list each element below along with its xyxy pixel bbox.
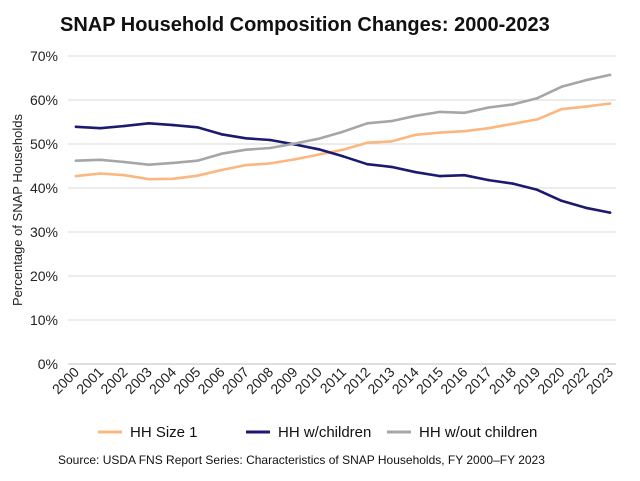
chart-title: SNAP Household Composition Changes: 2000… — [60, 14, 550, 36]
data-point — [196, 125, 199, 129]
legend-label: HH w/out children — [419, 424, 537, 441]
data-point — [608, 211, 612, 214]
y-axis-label: Percentage of SNAP Households — [10, 114, 25, 306]
data-point — [293, 158, 296, 161]
data-point — [147, 163, 151, 166]
data-point — [390, 140, 393, 143]
data-point — [608, 73, 612, 77]
data-point — [560, 199, 563, 203]
source-note: Source: USDA FNS Report Series: Characte… — [58, 453, 545, 467]
data-point — [196, 159, 199, 163]
data-point — [98, 172, 102, 175]
data-point — [220, 152, 223, 155]
data-point — [535, 96, 539, 100]
y-tick-label: 50% — [30, 136, 58, 152]
data-point — [535, 118, 539, 121]
legend-label: HH w/children — [278, 424, 371, 441]
data-point — [98, 158, 102, 162]
data-point — [196, 174, 199, 177]
data-point — [390, 165, 393, 169]
data-point — [317, 147, 321, 151]
data-point — [317, 153, 321, 156]
data-point — [487, 178, 490, 182]
data-point — [463, 111, 466, 115]
data-point — [147, 177, 151, 181]
data-point — [147, 122, 151, 125]
data-point — [463, 173, 466, 177]
data-point — [98, 126, 102, 130]
data-point — [220, 168, 223, 172]
data-point — [584, 78, 588, 82]
data-point — [511, 122, 515, 126]
data-point — [414, 170, 418, 174]
data-point — [365, 141, 369, 144]
data-point — [171, 177, 175, 181]
data-point — [560, 85, 563, 89]
data-point — [560, 107, 563, 111]
data-point — [487, 106, 490, 109]
data-point — [317, 137, 321, 141]
data-point — [341, 130, 345, 133]
data-point — [220, 133, 223, 136]
gridlines — [68, 55, 616, 365]
data-point — [511, 103, 515, 106]
data-point — [365, 162, 369, 166]
y-tick-label: 0% — [38, 356, 58, 372]
y-axis-ticks: 0% 10% 20% 30% 40% 50% 60% 70% — [30, 48, 58, 372]
data-point — [244, 148, 248, 152]
y-tick-label: 20% — [30, 268, 58, 284]
y-tick-label: 40% — [30, 180, 58, 196]
data-point — [341, 155, 345, 158]
data-point — [535, 188, 539, 192]
data-point — [414, 133, 418, 137]
legend-label: HH Size 1 — [130, 424, 198, 441]
series-lines — [74, 73, 612, 214]
y-tick-label: 10% — [30, 312, 58, 328]
data-point — [511, 182, 515, 185]
x-axis-ticks: 2000200120022003200420052006200720082009… — [49, 364, 616, 397]
data-point — [268, 146, 272, 150]
y-tick-label: 60% — [30, 92, 58, 108]
y-tick-label: 70% — [30, 48, 58, 64]
data-point — [268, 138, 272, 142]
data-point — [123, 160, 126, 164]
data-point — [390, 119, 393, 123]
data-point — [244, 136, 248, 140]
data-point — [268, 162, 272, 165]
data-point — [171, 161, 175, 165]
data-point — [74, 125, 78, 129]
data-point — [584, 206, 588, 210]
series-line-2 — [74, 122, 612, 214]
data-point — [244, 163, 248, 167]
legend: HH Size 1 HH w/children HH w/out children — [98, 424, 537, 441]
data-point — [438, 174, 442, 178]
data-point — [438, 110, 442, 114]
data-point — [123, 173, 126, 177]
y-tick-label: 30% — [30, 224, 58, 240]
data-point — [171, 123, 175, 127]
data-point — [293, 142, 296, 145]
data-point — [438, 131, 442, 134]
data-point — [74, 159, 78, 163]
data-point — [74, 174, 78, 178]
data-point — [414, 114, 418, 118]
data-point — [608, 102, 612, 105]
data-point — [463, 129, 466, 133]
data-point — [487, 126, 490, 130]
data-point — [584, 105, 588, 108]
x-tick-label: 2023 — [583, 364, 616, 397]
data-point — [341, 148, 345, 152]
data-point — [365, 122, 369, 125]
series-line-1 — [74, 102, 612, 181]
data-point — [123, 124, 126, 128]
